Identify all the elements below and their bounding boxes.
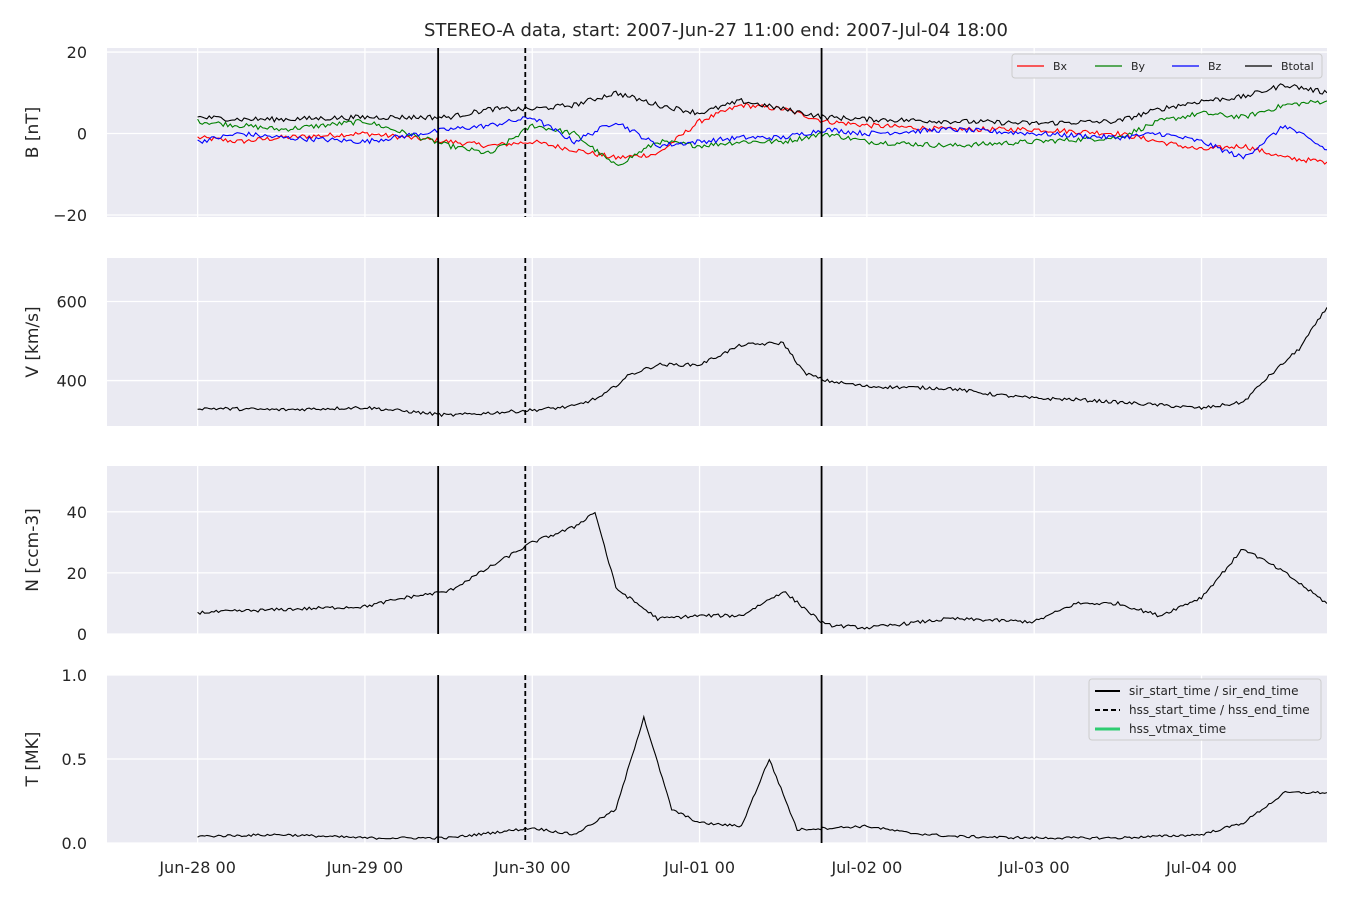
y-axis-label: B [nT] [23, 107, 43, 159]
y-tick-label: 600 [56, 292, 87, 311]
y-tick-label: −20 [53, 206, 87, 225]
legend-label: Btotal [1281, 60, 1314, 73]
y-tick-label: 40 [67, 503, 87, 522]
y-axis-label: N [ccm-3] [23, 508, 43, 592]
series-group [197, 83, 1327, 166]
y-tick-label: 20 [67, 564, 87, 583]
b-legend: Bx By Bz Btotal [1011, 53, 1323, 79]
x-tick-label: Jun-29 00 [326, 858, 404, 877]
y-tick-label: 0 [77, 125, 87, 144]
series-line-by [197, 99, 1327, 166]
chart-title: STEREO-A data, start: 2007-Jun-27 11:00 … [424, 20, 1008, 41]
plot-background [107, 258, 1327, 426]
event-legend: sir_start_time / sir_end_time hss_start_t… [1088, 678, 1322, 741]
legend-label: By [1131, 60, 1146, 73]
y-tick-label: 0 [77, 625, 87, 644]
y-axis-label: T [MK] [23, 732, 43, 788]
legend-label: hss_vtmax_time [1129, 722, 1226, 736]
x-tick-label: Jul-01 00 [663, 858, 735, 877]
y-tick-label: 400 [56, 372, 87, 391]
series-group [197, 307, 1327, 418]
x-tick-label: Jul-02 00 [830, 858, 902, 877]
series-line-btotal [197, 83, 1327, 126]
y-tick-label: 0.0 [62, 834, 87, 853]
legend-label: Bx [1053, 60, 1068, 73]
plot-background [107, 466, 1327, 634]
x-tick-label: Jun-30 00 [493, 858, 571, 877]
panels: 20 0 −20 B [nT] 600 400 V [km/s] 40 20 0 N [ccm-3]… [23, 43, 1327, 877]
legend-box [1088, 678, 1322, 741]
legend-label: sir_start_time / sir_end_time [1129, 684, 1299, 698]
series-line-data [197, 714, 1327, 840]
x-tick-label: Jun-28 00 [158, 858, 236, 877]
legend-label: hss_start_time / hss_end_time [1129, 703, 1310, 717]
series-group [197, 714, 1327, 840]
y-tick-label: 20 [67, 43, 87, 62]
series-line-data [197, 307, 1327, 418]
y-tick-label: 0.5 [62, 750, 87, 769]
legend-box [1011, 53, 1323, 79]
series-group [197, 511, 1327, 630]
y-tick-label: 1.0 [62, 666, 87, 685]
series-line-bz [197, 116, 1327, 160]
x-tick-label: Jul-04 00 [1165, 858, 1237, 877]
series-line-data [197, 511, 1327, 630]
x-tick-label: Jul-03 00 [998, 858, 1070, 877]
legend-label: Bz [1208, 60, 1222, 73]
panel-2: 600 400 V [km/s] [23, 258, 1327, 426]
panel-3: 40 20 0 N [ccm-3] [23, 466, 1327, 644]
y-axis-label: V [km/s] [23, 306, 43, 377]
